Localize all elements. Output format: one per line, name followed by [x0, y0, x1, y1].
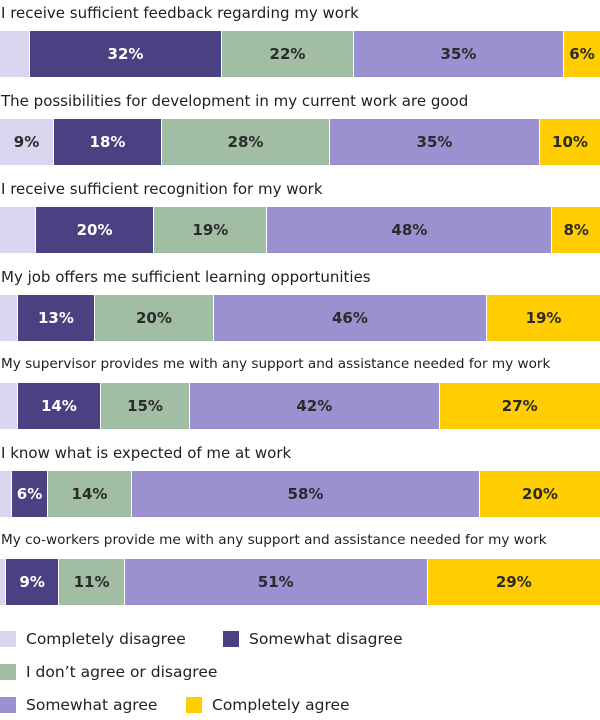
data-label: 51%	[257, 573, 294, 591]
bar-segment: 28%	[162, 119, 330, 165]
question-label: I receive sufficient recognition for my …	[1, 180, 323, 198]
data-label: 58%	[287, 485, 324, 503]
question-label: I know what is expected of me at work	[1, 444, 292, 462]
bar-segment: 20%	[480, 471, 600, 517]
legend-item-completely-agree: Completely agree	[186, 696, 350, 714]
bar-segment: 27%	[439, 383, 600, 429]
legend-label: Completely disagree	[26, 630, 186, 648]
legend-swatch	[0, 697, 16, 713]
data-label: 11%	[73, 573, 110, 591]
bar-segment	[0, 559, 6, 605]
bar-segment: 46%	[213, 295, 488, 341]
data-label: 46%	[332, 309, 368, 327]
data-label: 14%	[40, 397, 77, 415]
bar-segment: 35%	[330, 119, 540, 165]
question-label: My supervisor provides me with any suppo…	[1, 356, 551, 372]
bar-segment: 8%	[552, 207, 600, 253]
data-label: 35%	[416, 133, 453, 151]
stacked-bar: 14% 15% 42% 27%	[0, 383, 600, 429]
data-label: 15%	[127, 397, 163, 415]
legend-swatch	[0, 664, 16, 680]
bar-segment: 42%	[190, 383, 440, 429]
legend-item-somewhat-disagree: Somewhat disagree	[223, 630, 403, 648]
data-label: 9%	[13, 133, 40, 151]
bar-segment	[0, 383, 18, 429]
bar-segment: 9%	[5, 559, 60, 605]
legend-swatch	[223, 631, 239, 647]
legend-swatch	[0, 631, 16, 647]
bar-segment: 35%	[354, 31, 564, 77]
bar-segment: 19%	[154, 207, 268, 253]
legend-item-somewhat-agree: Somewhat agree	[0, 696, 157, 714]
legend-item-completely-disagree: Completely disagree	[0, 630, 186, 648]
bar-segment	[0, 207, 36, 253]
bar-segment: 20%	[95, 295, 214, 341]
bar-segment: 32%	[30, 31, 222, 77]
data-label: 32%	[107, 45, 144, 63]
bar-segment	[0, 31, 30, 77]
data-label: 9%	[19, 573, 45, 591]
data-label: 6%	[16, 485, 43, 503]
stacked-bar: 9% 11% 51% 29%	[0, 559, 600, 605]
question-label: My job offers me sufficient learning opp…	[1, 268, 371, 286]
data-label: 42%	[296, 397, 333, 415]
legend-label: Completely agree	[212, 696, 350, 714]
data-label: 13%	[37, 309, 74, 327]
data-label: 20%	[135, 309, 172, 327]
bar-segment: 58%	[132, 471, 480, 517]
bar-segment: 6%	[564, 31, 600, 77]
legend: Completely disagree Somewhat disagree I …	[0, 630, 600, 720]
bar-segment: 19%	[487, 295, 600, 341]
data-label: 28%	[227, 133, 264, 151]
legend-label: Somewhat disagree	[249, 630, 403, 648]
data-label: 8%	[563, 221, 589, 239]
data-label: 29%	[495, 573, 532, 591]
stacked-bar: 32% 22% 35% 6%	[0, 31, 600, 77]
data-label: 6%	[569, 45, 595, 63]
bar-segment: 6%	[12, 471, 48, 517]
stacked-bar: 20% 19% 48% 8%	[0, 207, 600, 253]
bar-segment: 51%	[124, 559, 428, 605]
bar-segment: 14%	[17, 383, 101, 429]
data-label: 19%	[192, 221, 229, 239]
data-label: 48%	[391, 221, 428, 239]
stacked-bar: 13% 20% 46% 19%	[0, 295, 600, 341]
bar-segment: 9%	[0, 119, 54, 165]
legend-label: I don’t agree or disagree	[26, 663, 218, 681]
stacked-bar-chart: I receive sufficient feedback regarding …	[0, 4, 600, 605]
bar-segment	[0, 471, 12, 517]
data-label: 19%	[525, 309, 562, 327]
data-label: 20%	[522, 485, 558, 503]
legend-label: Somewhat agree	[26, 696, 158, 714]
stacked-bar: 9% 18% 28% 35% 10%	[0, 119, 600, 165]
data-label: 27%	[501, 397, 538, 415]
bar-segment: 11%	[59, 559, 125, 605]
data-label: 10%	[552, 133, 588, 151]
legend-item-neutral: I don’t agree or disagree	[0, 663, 217, 681]
data-label: 20%	[76, 221, 113, 239]
question-label: My co-workers provide me with any suppor…	[1, 532, 547, 548]
bar-segment: 10%	[540, 119, 600, 165]
data-label: 14%	[71, 485, 108, 503]
data-label: 18%	[89, 133, 126, 151]
bar-segment: 15%	[100, 383, 191, 429]
bar-segment: 14%	[48, 471, 132, 517]
question-label: The possibilities for development in my …	[1, 92, 469, 110]
bar-segment: 18%	[54, 119, 162, 165]
bar-segment: 22%	[222, 31, 354, 77]
data-label: 35%	[440, 45, 477, 63]
question-label: I receive sufficient feedback regarding …	[1, 4, 359, 22]
data-label: 22%	[269, 45, 306, 63]
bar-segment: 48%	[267, 207, 553, 253]
bar-segment: 29%	[427, 559, 600, 605]
bar-segment: 13%	[17, 295, 96, 341]
stacked-bar: 6% 14% 58% 20%	[0, 471, 600, 517]
bar-segment	[0, 295, 18, 341]
bar-segment: 20%	[35, 207, 155, 253]
legend-swatch	[186, 697, 202, 713]
